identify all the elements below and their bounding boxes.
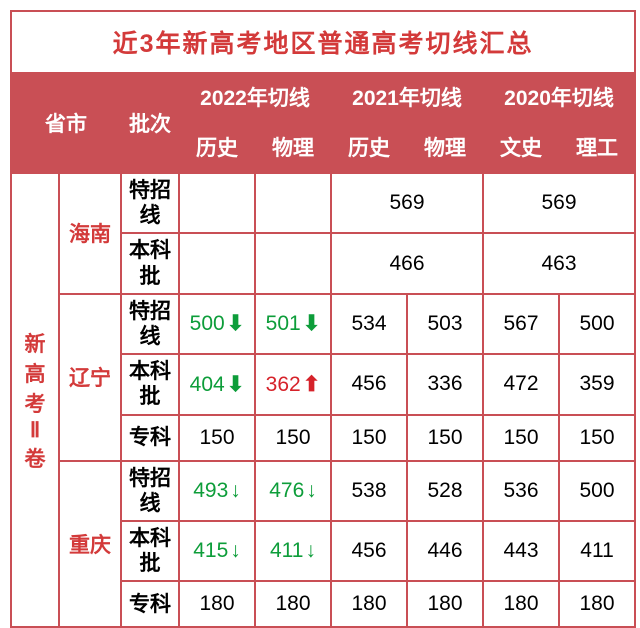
tier-cell: 本科批 — [121, 521, 179, 581]
data-cell: 180 — [331, 581, 407, 627]
region-cell: 新高考Ⅱ卷 — [11, 173, 59, 627]
province-cell: 辽宁 — [59, 294, 121, 461]
data-cell: 569 — [483, 173, 635, 233]
data-cell: 150 — [559, 415, 635, 461]
data-cell — [255, 173, 331, 233]
data-cell: 150 — [179, 415, 255, 461]
data-cell: 472 — [483, 354, 559, 414]
tier-cell: 本科批 — [121, 233, 179, 293]
data-cell: 466 — [331, 233, 483, 293]
sub-2020-liberal: 文史 — [483, 121, 559, 173]
year-2021-header: 2021年切线 — [331, 73, 483, 121]
data-cell: 180 — [559, 581, 635, 627]
score-table: 近3年新高考地区普通高考切线汇总 省市 批次 2022年切线 2021年切线 2… — [10, 10, 636, 628]
tier-cell: 本科批 — [121, 354, 179, 414]
data-cell — [179, 233, 255, 293]
data-cell: 538 — [331, 461, 407, 521]
tier-cell: 特招线 — [121, 173, 179, 233]
data-cell: 528 — [407, 461, 483, 521]
data-cell: 336 — [407, 354, 483, 414]
data-cell — [255, 233, 331, 293]
data-cell: 415 — [179, 521, 255, 581]
data-cell: 150 — [407, 415, 483, 461]
tier-header: 批次 — [121, 73, 179, 173]
tier-cell: 专科 — [121, 581, 179, 627]
data-cell: 150 — [331, 415, 407, 461]
data-cell: 180 — [179, 581, 255, 627]
data-cell: 456 — [331, 354, 407, 414]
data-cell: 536 — [483, 461, 559, 521]
data-cell: 411 — [559, 521, 635, 581]
data-cell: 359 — [559, 354, 635, 414]
data-cell: 463 — [483, 233, 635, 293]
data-cell: 411 — [255, 521, 331, 581]
data-cell: 456 — [331, 521, 407, 581]
data-cell: 446 — [407, 521, 483, 581]
data-cell: 500 — [559, 461, 635, 521]
data-cell: 493 — [179, 461, 255, 521]
province-cell: 重庆 — [59, 461, 121, 628]
data-cell: 569 — [331, 173, 483, 233]
sub-2020-science: 理工 — [559, 121, 635, 173]
data-cell: 404 — [179, 354, 255, 414]
data-cell: 501 — [255, 294, 331, 354]
sub-2021-physics: 物理 — [407, 121, 483, 173]
data-cell: 476 — [255, 461, 331, 521]
tier-cell: 特招线 — [121, 461, 179, 521]
year-2022-header: 2022年切线 — [179, 73, 331, 121]
tier-cell: 特招线 — [121, 294, 179, 354]
data-cell: 180 — [483, 581, 559, 627]
sub-2021-history: 历史 — [331, 121, 407, 173]
data-cell: 567 — [483, 294, 559, 354]
sub-2022-physics: 物理 — [255, 121, 331, 173]
data-cell: 150 — [483, 415, 559, 461]
data-cell: 503 — [407, 294, 483, 354]
data-cell: 150 — [255, 415, 331, 461]
data-cell: 534 — [331, 294, 407, 354]
year-2020-header: 2020年切线 — [483, 73, 635, 121]
data-cell: 180 — [407, 581, 483, 627]
data-cell: 443 — [483, 521, 559, 581]
province-cell: 海南 — [59, 173, 121, 294]
data-cell: 180 — [255, 581, 331, 627]
sub-2022-history: 历史 — [179, 121, 255, 173]
data-cell — [179, 173, 255, 233]
data-cell: 500 — [559, 294, 635, 354]
data-cell: 500 — [179, 294, 255, 354]
table-title: 近3年新高考地区普通高考切线汇总 — [11, 11, 635, 73]
data-cell: 362 — [255, 354, 331, 414]
tier-cell: 专科 — [121, 415, 179, 461]
province-header: 省市 — [11, 73, 121, 173]
